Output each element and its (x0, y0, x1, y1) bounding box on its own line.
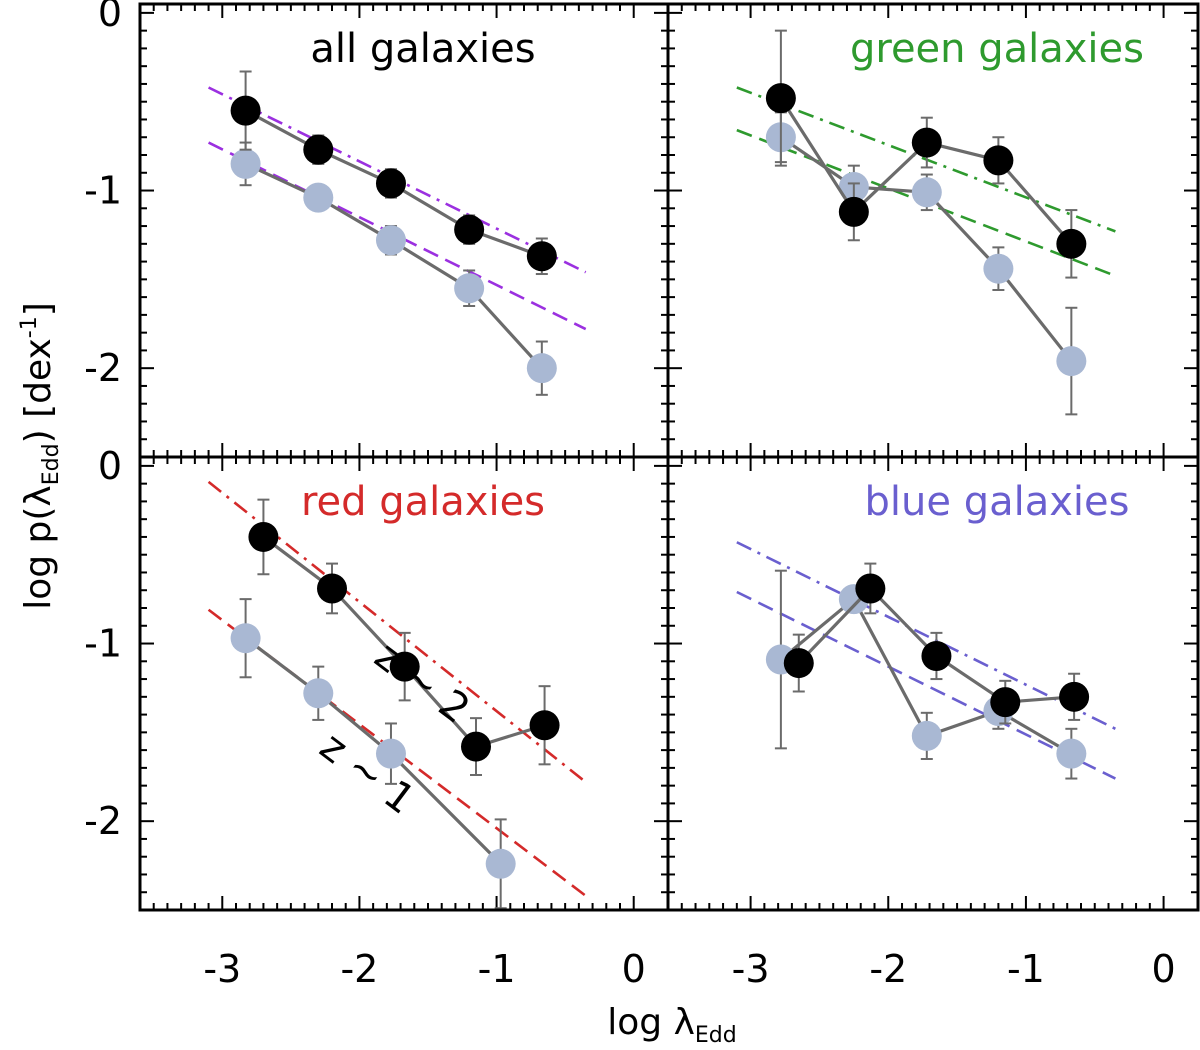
y-tick-label: -1 (84, 169, 122, 213)
panel-0: 0 -1 -2 all galaxies (84, 0, 670, 459)
data-point (765, 83, 796, 114)
data-point (983, 145, 1014, 176)
panel-title: green galaxies (850, 26, 1144, 72)
y-axis-label-sup: -1 (17, 316, 42, 338)
data-point (911, 127, 942, 158)
data-point (375, 168, 406, 199)
y-tick-label: 0 (98, 444, 122, 488)
data-point (375, 738, 406, 769)
data-point (990, 687, 1021, 718)
panel-1: green galaxies (666, 2, 1200, 459)
data-point (783, 648, 814, 679)
data-point (454, 273, 485, 304)
redshift-annotation: z ~ 1 (311, 723, 423, 823)
panels-group: 0 -1 -2 all galaxies green galaxies 0 -1 -2 -3 -2… (84, 0, 1200, 991)
panel-content (736, 29, 1116, 416)
x-tick-label: -2 (869, 947, 907, 991)
fit-line-dashed (736, 590, 1116, 780)
x-tick-label: 0 (1151, 947, 1175, 991)
data-point (375, 225, 406, 256)
x-tick-label: -1 (478, 947, 516, 991)
data-point (248, 521, 279, 552)
x-tick-label: -1 (1007, 947, 1045, 991)
data-point (921, 640, 952, 671)
panel-content (207, 480, 587, 910)
data-point (983, 253, 1014, 284)
panel-content (207, 70, 587, 396)
data-point (1059, 681, 1090, 712)
panel-2: 0 -1 -2 -3 -2 -1 0 z ~ 2z ~ 1 red galaxies (84, 444, 670, 991)
y-axis-label-end: ] (18, 302, 59, 316)
data-point (461, 731, 491, 762)
panel-title: blue galaxies (865, 479, 1130, 525)
data-point (526, 241, 557, 272)
x-axis-label: log λEdd (607, 1002, 736, 1048)
data-point (303, 678, 334, 709)
data-point (1056, 346, 1087, 377)
data-point (230, 95, 261, 126)
panel-title: all galaxies (310, 26, 535, 72)
fit-line-dashed (207, 141, 587, 331)
series-connector-line (779, 135, 1073, 363)
data-point (317, 573, 347, 604)
data-point (303, 134, 334, 165)
y-tick-label: 0 (98, 0, 122, 35)
x-tick-label: -2 (340, 947, 378, 991)
data-point (855, 573, 886, 604)
fit-line-dashdot (736, 541, 1116, 730)
x-tick-label: -3 (732, 947, 770, 991)
data-point (454, 214, 485, 245)
data-point (911, 720, 942, 751)
x-axis-label-sub: Edd (695, 1023, 737, 1048)
panel-title: red galaxies (301, 479, 545, 525)
panel-content (736, 541, 1116, 780)
data-point (1056, 228, 1087, 259)
data-point (485, 848, 516, 879)
data-point (303, 182, 334, 213)
panel-3: -3 -2 -1 0 blue galaxies (666, 455, 1200, 991)
y-axis-label-tail: ) [dex (18, 338, 59, 443)
data-point (1056, 738, 1087, 769)
y-axis-label-main: log p(λ (18, 485, 59, 610)
data-point (389, 651, 420, 682)
x-axis-label-main: log λ (607, 1002, 695, 1043)
series-connector-line (244, 636, 502, 865)
panel-frame (666, 455, 1200, 912)
data-point (838, 196, 869, 227)
data-point (230, 148, 261, 179)
data-point (526, 353, 557, 384)
data-point (230, 623, 261, 654)
redshift-annotation: z ~ 2 (366, 633, 478, 733)
y-axis-label-sub: Edd (39, 443, 64, 485)
y-axis-label: log p(λEdd) [dex-1] (17, 302, 64, 610)
y-tick-label: -2 (84, 346, 122, 390)
y-tick-label: -2 (84, 799, 122, 843)
x-tick-label: -3 (203, 947, 241, 991)
data-point (529, 710, 560, 741)
data-point (911, 177, 942, 208)
y-tick-label: -1 (84, 622, 122, 666)
x-tick-label: 0 (622, 947, 646, 991)
